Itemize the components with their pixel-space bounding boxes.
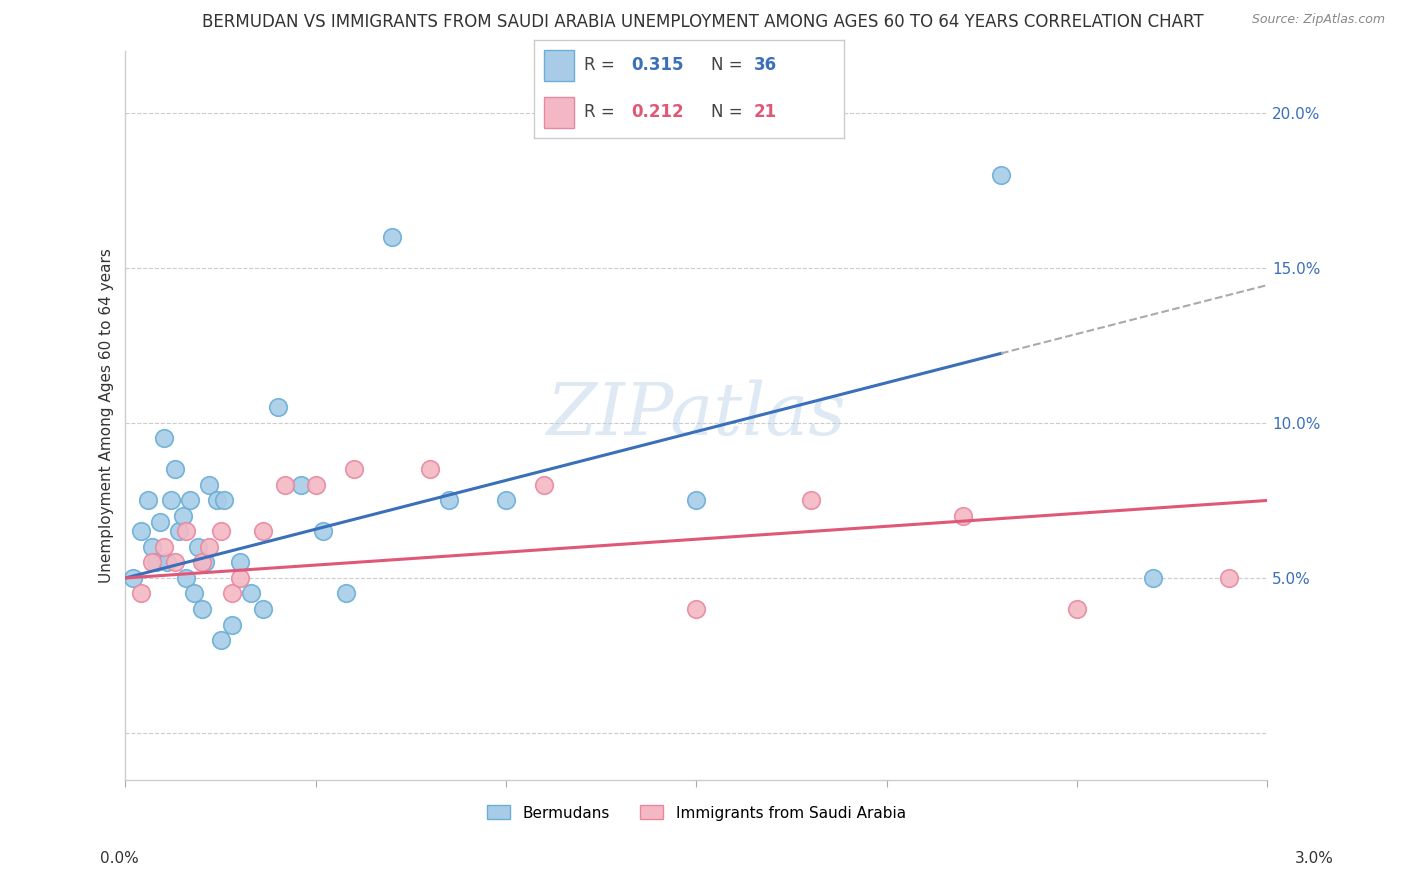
Text: R =: R = xyxy=(583,103,620,121)
Point xyxy=(209,524,232,539)
Point xyxy=(228,556,250,570)
Point xyxy=(343,462,366,476)
Point xyxy=(419,462,441,476)
Legend: Bermudans, Immigrants from Saudi Arabia: Bermudans, Immigrants from Saudi Arabia xyxy=(481,799,911,827)
Point xyxy=(335,586,357,600)
Point xyxy=(136,493,159,508)
Point xyxy=(179,493,201,508)
Point xyxy=(152,540,174,554)
Point xyxy=(183,586,205,600)
Point xyxy=(685,493,707,508)
Point xyxy=(176,524,198,539)
Point xyxy=(172,508,194,523)
Text: 21: 21 xyxy=(754,103,778,121)
Point xyxy=(141,540,163,554)
Text: 36: 36 xyxy=(754,56,778,74)
Point xyxy=(240,586,263,600)
Point xyxy=(290,478,312,492)
Point xyxy=(198,478,221,492)
Point xyxy=(190,556,212,570)
Point xyxy=(252,524,274,539)
Point xyxy=(198,540,221,554)
Text: 0.0%: 0.0% xyxy=(100,851,139,865)
Text: 0.315: 0.315 xyxy=(631,56,685,74)
Point xyxy=(176,571,198,585)
Point xyxy=(800,493,823,508)
Point xyxy=(1142,571,1164,585)
Y-axis label: Unemployment Among Ages 60 to 64 years: Unemployment Among Ages 60 to 64 years xyxy=(100,248,114,582)
Point xyxy=(274,478,297,492)
Point xyxy=(1066,602,1088,616)
Text: 0.212: 0.212 xyxy=(631,103,685,121)
Text: ZIPatlas: ZIPatlas xyxy=(547,380,846,450)
Point xyxy=(194,556,217,570)
Point xyxy=(152,431,174,445)
Point xyxy=(221,617,243,632)
Point xyxy=(141,556,163,570)
Point xyxy=(1218,571,1240,585)
Point xyxy=(163,556,186,570)
Text: Source: ZipAtlas.com: Source: ZipAtlas.com xyxy=(1251,13,1385,27)
Point xyxy=(145,556,167,570)
Point xyxy=(228,571,250,585)
Point xyxy=(122,571,145,585)
Point xyxy=(952,508,974,523)
Point xyxy=(495,493,517,508)
Point xyxy=(163,462,186,476)
Point xyxy=(685,602,707,616)
FancyBboxPatch shape xyxy=(544,50,575,81)
Point xyxy=(267,401,290,415)
Point xyxy=(312,524,335,539)
Point xyxy=(252,602,274,616)
Point xyxy=(129,524,152,539)
Point xyxy=(209,633,232,648)
Text: 3.0%: 3.0% xyxy=(1295,851,1334,865)
Point xyxy=(221,586,243,600)
Point xyxy=(990,168,1012,182)
Point xyxy=(187,540,209,554)
Text: N =: N = xyxy=(710,56,748,74)
Text: R =: R = xyxy=(583,56,620,74)
Point xyxy=(533,478,555,492)
Point xyxy=(167,524,190,539)
Point xyxy=(381,229,404,244)
FancyBboxPatch shape xyxy=(544,97,575,128)
Point xyxy=(149,515,172,529)
Point xyxy=(129,586,152,600)
Point xyxy=(160,493,183,508)
Point xyxy=(190,602,212,616)
Point xyxy=(305,478,328,492)
Point xyxy=(437,493,460,508)
Text: BERMUDAN VS IMMIGRANTS FROM SAUDI ARABIA UNEMPLOYMENT AMONG AGES 60 TO 64 YEARS : BERMUDAN VS IMMIGRANTS FROM SAUDI ARABIA… xyxy=(202,13,1204,31)
Point xyxy=(205,493,228,508)
Text: N =: N = xyxy=(710,103,748,121)
Point xyxy=(156,556,179,570)
Point xyxy=(214,493,236,508)
